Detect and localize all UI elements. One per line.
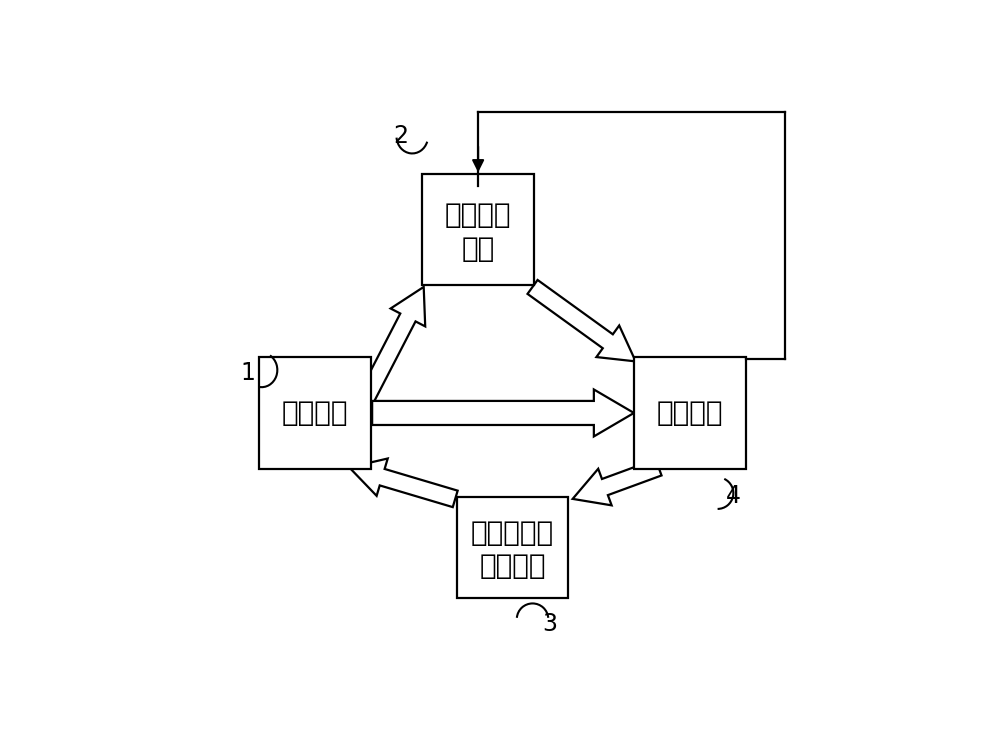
Text: 驱动单元: 驱动单元: [282, 399, 348, 427]
Text: 同步反同步: 同步反同步: [471, 519, 554, 548]
Polygon shape: [349, 458, 458, 507]
Bar: [259, 357, 371, 469]
Text: 1: 1: [240, 361, 255, 385]
Polygon shape: [528, 280, 636, 362]
Polygon shape: [330, 287, 425, 457]
Bar: [422, 174, 534, 286]
Text: 4: 4: [726, 484, 741, 508]
Text: 参数校正: 参数校正: [445, 202, 511, 229]
Polygon shape: [573, 459, 662, 505]
Polygon shape: [372, 389, 634, 437]
Text: 响应单元: 响应单元: [657, 399, 723, 427]
Text: 2: 2: [393, 124, 408, 148]
Bar: [457, 498, 568, 597]
Text: 切换单元: 切换单元: [479, 553, 546, 580]
Text: 单元: 单元: [462, 234, 495, 263]
Text: 3: 3: [542, 612, 557, 636]
Bar: [634, 357, 746, 469]
